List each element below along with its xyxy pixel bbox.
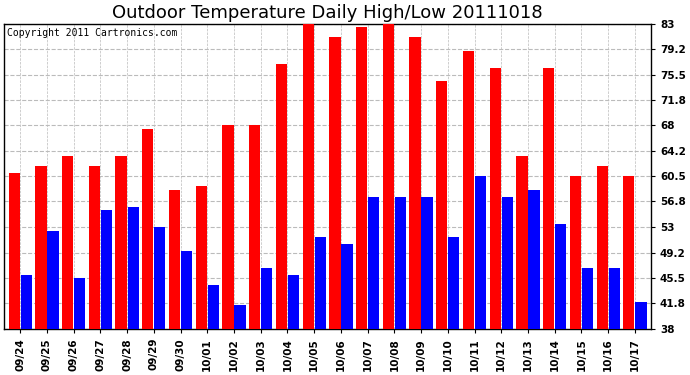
Text: Copyright 2011 Cartronics.com: Copyright 2011 Cartronics.com xyxy=(8,28,178,38)
Bar xyxy=(315,237,326,329)
Bar xyxy=(597,166,608,329)
Bar xyxy=(235,305,246,329)
Bar xyxy=(543,68,554,329)
Bar xyxy=(142,129,153,329)
Bar xyxy=(436,81,447,329)
Bar xyxy=(48,231,59,329)
Bar xyxy=(502,196,513,329)
Bar xyxy=(609,268,620,329)
Bar xyxy=(368,196,380,329)
Bar xyxy=(288,274,299,329)
Bar xyxy=(529,190,540,329)
Bar xyxy=(35,166,46,329)
Bar xyxy=(181,251,193,329)
Bar xyxy=(570,176,581,329)
Bar xyxy=(101,210,112,329)
Bar xyxy=(463,51,474,329)
Bar xyxy=(448,237,460,329)
Bar xyxy=(74,278,86,329)
Bar xyxy=(249,126,260,329)
Title: Outdoor Temperature Daily High/Low 20111018: Outdoor Temperature Daily High/Low 20111… xyxy=(112,4,543,22)
Bar xyxy=(276,64,287,329)
Bar xyxy=(342,244,353,329)
Bar xyxy=(422,196,433,329)
Bar xyxy=(8,173,20,329)
Bar xyxy=(329,37,340,329)
Bar xyxy=(169,190,180,329)
Bar xyxy=(196,186,207,329)
Bar xyxy=(516,156,528,329)
Bar xyxy=(356,27,367,329)
Bar xyxy=(582,268,593,329)
Bar xyxy=(302,20,314,329)
Bar xyxy=(383,20,394,329)
Bar xyxy=(208,285,219,329)
Bar xyxy=(490,68,501,329)
Bar xyxy=(395,196,406,329)
Bar xyxy=(623,176,635,329)
Bar xyxy=(261,268,273,329)
Bar xyxy=(128,207,139,329)
Bar xyxy=(115,156,127,329)
Bar xyxy=(475,176,486,329)
Bar xyxy=(409,37,421,329)
Bar xyxy=(222,126,234,329)
Bar xyxy=(155,227,166,329)
Bar xyxy=(89,166,100,329)
Bar xyxy=(555,224,566,329)
Bar xyxy=(635,302,647,329)
Bar xyxy=(21,274,32,329)
Bar xyxy=(62,156,73,329)
